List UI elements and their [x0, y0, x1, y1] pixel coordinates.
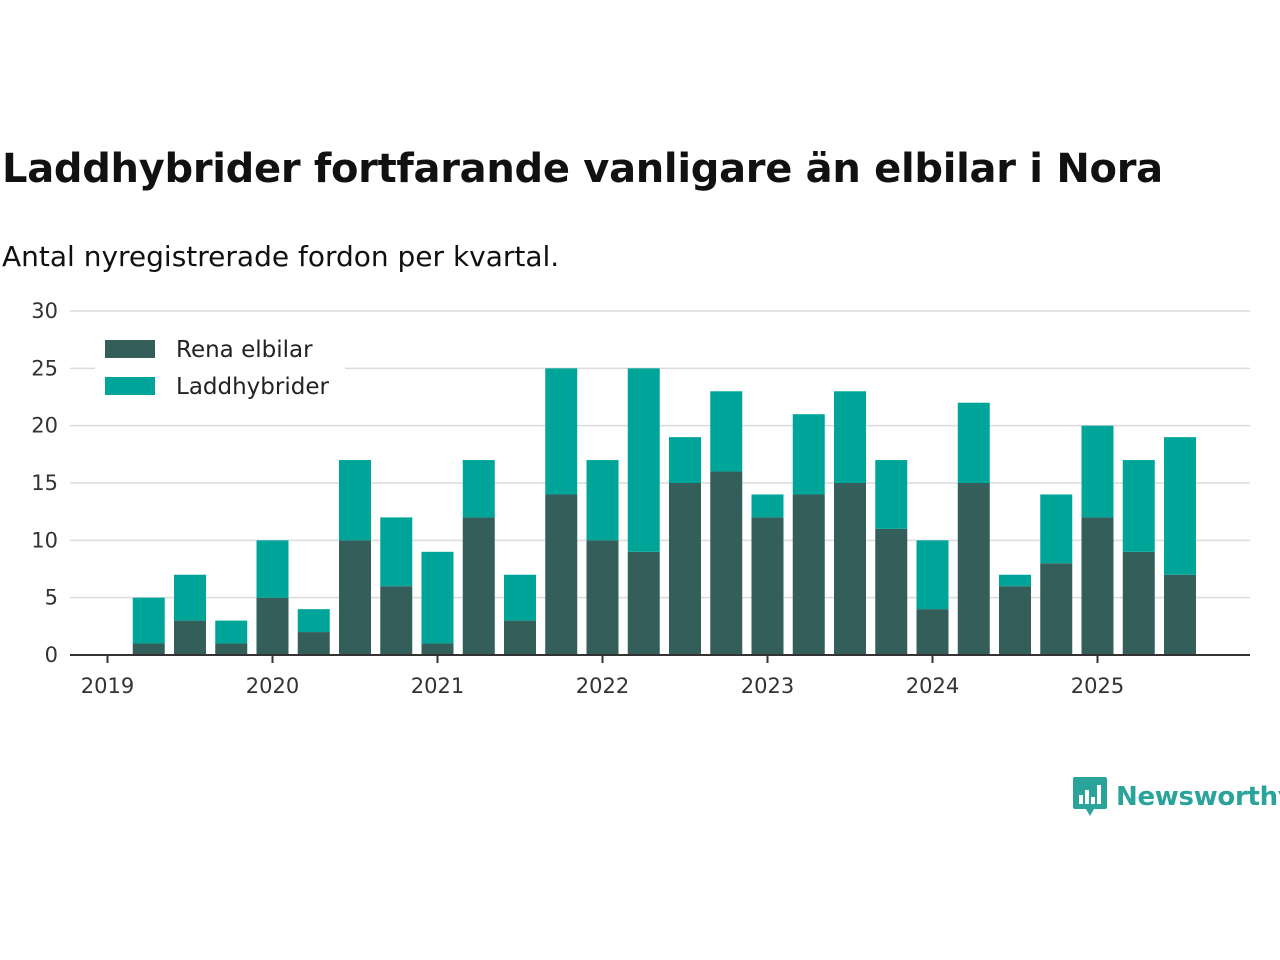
bar-laddhybrider — [834, 391, 866, 483]
y-tick-label: 25 — [31, 356, 58, 380]
bar-rena-elbilar — [710, 471, 743, 655]
bar-laddhybrider — [215, 620, 248, 644]
x-tick-label: 2021 — [411, 674, 464, 698]
legend-swatch — [105, 340, 155, 358]
bar-laddhybrider — [999, 574, 1031, 587]
bar-rena-elbilar — [256, 597, 289, 655]
bar-rena-elbilar — [174, 620, 206, 655]
bar-laddhybrider — [132, 597, 165, 644]
x-tick-label: 2020 — [246, 674, 299, 698]
bar-laddhybrider — [1081, 425, 1114, 518]
bar-laddhybrider — [297, 609, 330, 633]
bar-rena-elbilar — [1122, 551, 1155, 655]
x-tick-label: 2019 — [81, 674, 134, 698]
y-tick-label: 20 — [31, 414, 58, 438]
y-tick-label: 10 — [31, 528, 58, 552]
legend-swatch — [105, 377, 155, 395]
bar-laddhybrider — [504, 574, 536, 621]
bar-rena-elbilar — [421, 643, 454, 655]
bar-rena-elbilar — [132, 643, 165, 655]
bar-laddhybrider — [792, 414, 825, 495]
bar-laddhybrider — [627, 368, 660, 552]
y-tick-label: 0 — [45, 643, 58, 667]
y-tick-label: 5 — [45, 586, 58, 610]
chart-subtitle: Antal nyregistrerade fordon per kvartal. — [2, 240, 560, 273]
x-tick-label: 2024 — [906, 674, 959, 698]
chart-title: Laddhybrider fortfarande vanligare än el… — [2, 146, 1163, 192]
bar-laddhybrider — [380, 517, 413, 587]
newsworthy-logo: Newsworthy — [1072, 775, 1280, 819]
bar-rena-elbilar — [586, 540, 619, 655]
bar-rena-elbilar — [380, 586, 413, 655]
y-tick-label: 15 — [31, 471, 58, 495]
bar-laddhybrider — [751, 494, 784, 518]
bar-rena-elbilar — [957, 483, 990, 655]
x-axis: 2019 2020 2021 2022 2023 2024 2025 — [70, 654, 1250, 698]
bar-laddhybrider — [1122, 460, 1155, 552]
bar-laddhybrider — [256, 540, 289, 598]
bar-rena-elbilar — [545, 494, 578, 655]
bar-rena-elbilar — [834, 483, 866, 655]
bar-rena-elbilar — [1040, 563, 1073, 655]
legend-label: Rena elbilar — [176, 337, 313, 363]
newsworthy-logo-icon — [1073, 777, 1107, 816]
bar-rena-elbilar — [999, 586, 1031, 655]
bar-laddhybrider — [1164, 437, 1196, 575]
bar-laddhybrider — [710, 391, 743, 472]
bar-rena-elbilar — [1164, 574, 1196, 655]
x-tick-label: 2022 — [576, 674, 629, 698]
bar-rena-elbilar — [339, 540, 371, 655]
bar-laddhybrider — [421, 551, 454, 644]
bar-rena-elbilar — [215, 643, 248, 655]
x-tick-label: 2023 — [741, 674, 794, 698]
legend: Rena elbilar Laddhybrider — [95, 326, 345, 412]
bars — [132, 368, 1196, 655]
bar-laddhybrider — [669, 437, 701, 483]
bar-rena-elbilar — [792, 494, 825, 655]
bar-laddhybrider — [174, 574, 206, 621]
bar-rena-elbilar — [1081, 517, 1114, 655]
legend-label: Laddhybrider — [176, 374, 329, 400]
bar-laddhybrider — [586, 460, 619, 541]
bar-laddhybrider — [875, 460, 908, 529]
y-axis: 0 5 10 15 20 25 30 — [31, 299, 58, 667]
x-tick-label: 2025 — [1071, 674, 1124, 698]
bar-rena-elbilar — [504, 620, 536, 655]
bar-rena-elbilar — [916, 609, 949, 655]
bar-laddhybrider — [916, 540, 949, 610]
bar-rena-elbilar — [875, 528, 908, 655]
bar-rena-elbilar — [297, 632, 330, 655]
brand-name: Newsworthy — [1116, 782, 1280, 812]
y-tick-label: 30 — [31, 299, 58, 323]
bar-rena-elbilar — [751, 517, 784, 655]
bar-rena-elbilar — [462, 517, 495, 655]
bar-rena-elbilar — [627, 551, 660, 655]
bar-laddhybrider — [957, 402, 990, 483]
bar-laddhybrider — [545, 368, 578, 495]
bar-rena-elbilar — [669, 483, 701, 655]
bar-laddhybrider — [462, 460, 495, 518]
bar-laddhybrider — [1040, 494, 1073, 564]
bar-laddhybrider — [339, 460, 371, 541]
